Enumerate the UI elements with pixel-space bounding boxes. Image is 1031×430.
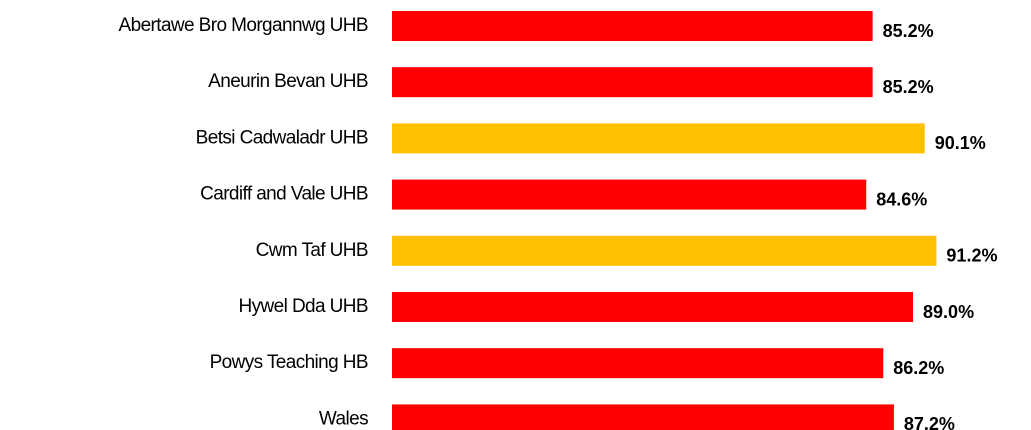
bar bbox=[392, 179, 867, 210]
bar bbox=[392, 11, 873, 41]
bar bbox=[392, 292, 914, 322]
category-label: Hywel Dda UHB bbox=[239, 296, 368, 317]
value-label: 89.0% bbox=[923, 302, 974, 322]
value-label: 86.2% bbox=[893, 358, 944, 378]
value-label: 84.6% bbox=[876, 189, 927, 209]
value-label: 90.1% bbox=[935, 133, 986, 153]
category-label: Cwm Taf UHB bbox=[256, 240, 368, 261]
bar bbox=[392, 123, 925, 154]
category-label: Abertawe Bro Morgannwg UHB bbox=[119, 15, 368, 36]
value-label: 85.2% bbox=[883, 77, 934, 97]
value-label: 87.2% bbox=[904, 414, 955, 430]
category-label: Cardiff and Vale UHB bbox=[200, 184, 368, 205]
category-label: Aneurin Bevan UHB bbox=[208, 71, 368, 92]
bar bbox=[392, 348, 884, 379]
category-label: Betsi Cadwaladr UHB bbox=[196, 127, 368, 148]
bar bbox=[392, 235, 937, 266]
category-label: Wales bbox=[319, 408, 368, 429]
value-label: 91.2% bbox=[946, 246, 997, 266]
bar bbox=[392, 67, 873, 98]
bar bbox=[392, 404, 894, 430]
category-label: Powys Teaching HB bbox=[210, 352, 368, 373]
value-label: 85.2% bbox=[883, 21, 934, 41]
